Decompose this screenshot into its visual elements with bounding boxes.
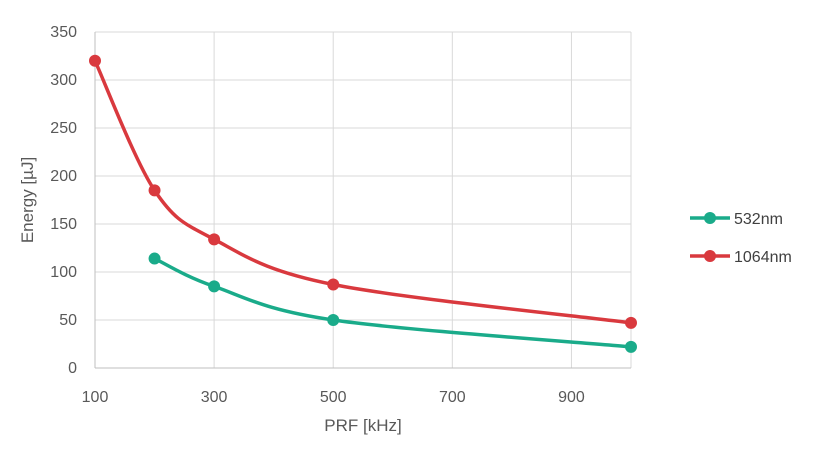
legend-label-532nm: 532nm [734, 211, 783, 228]
series-1064nm [89, 54, 637, 329]
x-tick-label: 100 [82, 389, 109, 406]
horizontal-gridlines [95, 31, 631, 321]
legend-item-532nm: 532nm [690, 211, 783, 228]
legend-marker-1064nm [704, 250, 716, 262]
data-point-1064nm-300 [208, 233, 221, 246]
series-line-1064nm [93, 59, 633, 325]
data-point-532nm-300 [208, 280, 221, 293]
legend-marker-532nm [704, 212, 716, 224]
data-point-1064nm-1000 [625, 316, 637, 329]
series-layer [89, 54, 637, 353]
y-tick-label: 50 [59, 312, 77, 329]
y-tick-label: 350 [50, 24, 77, 41]
series-line-532nm [152, 256, 633, 349]
y-tick-label: 100 [50, 264, 77, 281]
series-532nm [148, 252, 637, 353]
legend-label-1064nm: 1064nm [734, 249, 792, 266]
data-point-532nm-500 [327, 314, 340, 326]
data-point-532nm-200 [148, 252, 161, 265]
y-axis-tick-labels: 0 50 100 150 200 250 300 350 [50, 24, 77, 377]
data-point-1064nm-500 [327, 278, 340, 291]
x-axis-tick-labels: 100 300 500 700 900 [82, 389, 585, 406]
y-tick-label: 300 [50, 72, 77, 89]
y-tick-label: 250 [50, 120, 77, 137]
x-tick-label: 700 [439, 389, 466, 406]
y-tick-label: 150 [50, 216, 77, 233]
data-point-1064nm-200 [148, 184, 161, 197]
x-axis-title: PRF [kHz] [324, 416, 401, 435]
legend: 532nm 1064nm [690, 211, 792, 266]
data-point-532nm-1000 [625, 340, 637, 353]
data-point-1064nm-100 [89, 54, 101, 67]
x-tick-label: 900 [558, 389, 585, 406]
y-axis-title: Energy [µJ] [18, 157, 37, 243]
x-tick-label: 500 [320, 389, 347, 406]
x-tick-label: 300 [201, 389, 228, 406]
y-tick-label: 200 [50, 168, 77, 185]
legend-item-1064nm: 1064nm [690, 249, 792, 266]
axes [94, 32, 631, 369]
y-tick-label: 0 [68, 360, 77, 377]
vertical-gridlines [213, 32, 632, 368]
